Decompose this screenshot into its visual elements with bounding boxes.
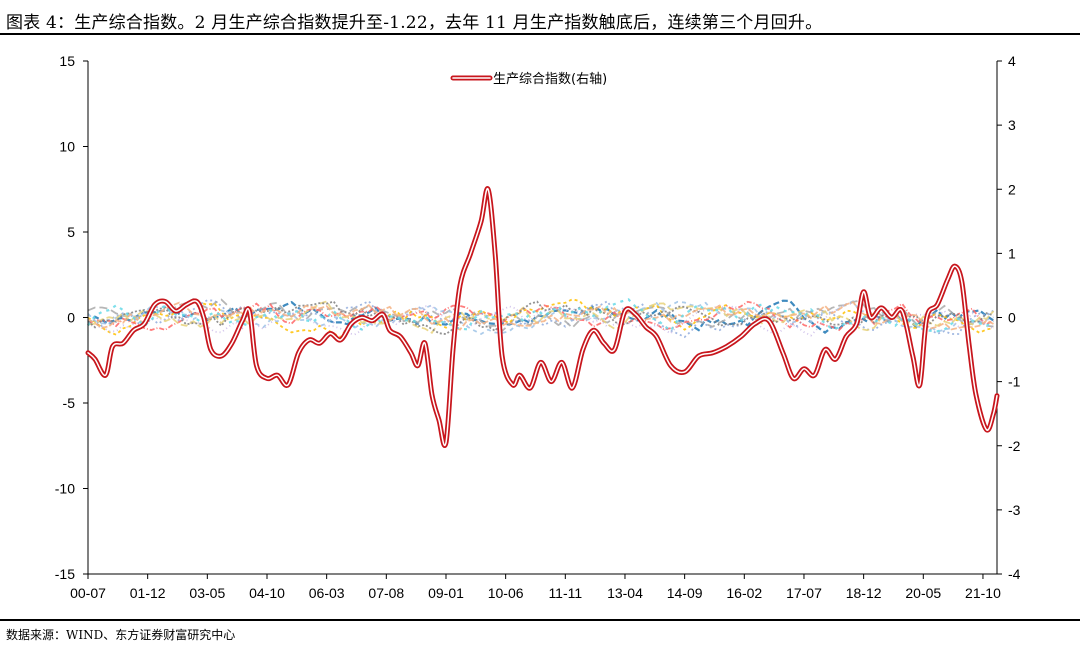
main-series-group xyxy=(85,186,1000,448)
right-tick-label: -1 xyxy=(1008,374,1021,390)
right-tick-label: 0 xyxy=(1008,310,1016,326)
x-tick-label: 09-01 xyxy=(428,585,464,601)
x-tick-label: 20-05 xyxy=(905,585,941,601)
left-tick-label: 15 xyxy=(59,53,75,69)
x-tick-label: 11-11 xyxy=(548,585,582,601)
component-series-group xyxy=(87,298,995,339)
right-tick-label: -4 xyxy=(1008,566,1021,582)
right-tick-label: -2 xyxy=(1008,438,1021,454)
x-tick-label: 04-10 xyxy=(249,585,285,601)
left-tick-label: -5 xyxy=(63,395,76,411)
component-series-line xyxy=(87,298,994,339)
right-tick-label: 4 xyxy=(1008,53,1016,69)
x-tick-label: 16-02 xyxy=(726,585,762,601)
left-tick-label: 0 xyxy=(67,310,75,326)
x-tick-label: 03-05 xyxy=(189,585,225,601)
left-tick-label: 10 xyxy=(59,139,75,155)
component-series-line xyxy=(87,298,995,333)
source-note: 数据来源：WIND、东方证券财富研究中心 xyxy=(6,628,236,642)
right-tick-label: -3 xyxy=(1008,502,1021,518)
legend-label: 生产综合指数(右轴) xyxy=(493,72,607,87)
right-tick-label: 3 xyxy=(1008,117,1016,133)
right-tick-label: 2 xyxy=(1008,181,1016,197)
chart-title: 图表 4：生产综合指数。2 月生产综合指数提升至-1.22，去年 11 月生产指… xyxy=(6,13,823,33)
left-tick-label: 5 xyxy=(67,224,75,240)
legend: 生产综合指数(右轴) xyxy=(450,72,607,87)
x-tick-label: 01-12 xyxy=(130,585,166,601)
x-tick-label: 07-08 xyxy=(368,585,404,601)
x-tick-label: 06-03 xyxy=(309,585,345,601)
component-series-line xyxy=(87,299,995,339)
x-tick-label: 17-07 xyxy=(786,585,822,601)
component-series-line xyxy=(87,300,994,332)
source-rule xyxy=(0,619,1080,621)
x-tick-label: 18-12 xyxy=(846,585,882,601)
production-index-line-inner xyxy=(87,187,998,447)
x-tick-label: 21-10 xyxy=(965,585,1001,601)
left-tick-label: -10 xyxy=(55,481,75,497)
x-tick-label: 14-09 xyxy=(667,585,703,601)
x-tick-label: 13-04 xyxy=(607,585,643,601)
right-tick-label: 1 xyxy=(1008,245,1016,261)
component-series-line xyxy=(87,301,994,331)
title-rule xyxy=(0,33,1080,35)
component-series-line xyxy=(87,300,995,335)
left-tick-label: -15 xyxy=(55,566,75,582)
x-tick-label: 00-07 xyxy=(70,585,106,601)
x-tick-label: 10-06 xyxy=(488,585,524,601)
